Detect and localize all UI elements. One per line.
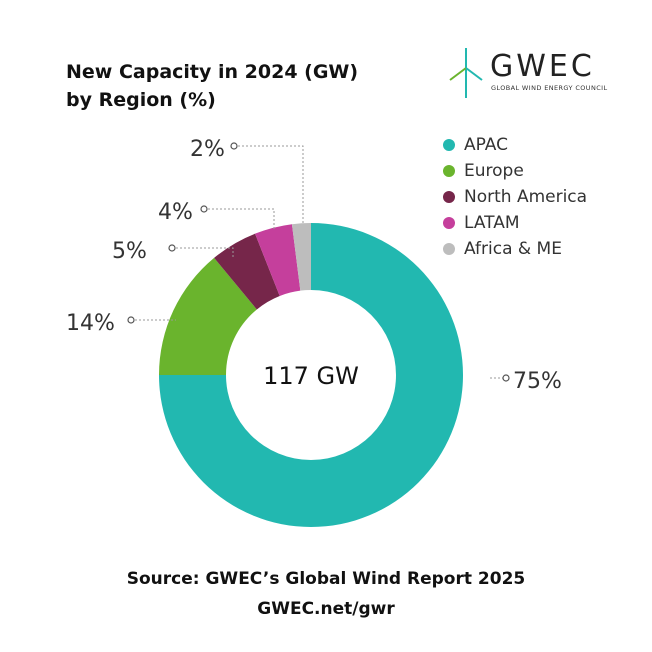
- center-total-label: 117 GW: [263, 362, 359, 390]
- data-label-apac: 75%: [513, 369, 562, 394]
- slice-latam: [255, 224, 301, 296]
- leader-dot-latam: [200, 205, 208, 213]
- legend-label-africa-and-me: Africa & ME: [464, 239, 562, 259]
- leader-line-latam: [204, 208, 275, 230]
- source-footer: Source: GWEC’s Global Wind Report 2025 G…: [0, 564, 652, 624]
- legend-label-apac: APAC: [464, 135, 508, 155]
- chart-title-block: New Capacity in 2024 (GW) by Region (%): [66, 58, 358, 114]
- legend-item-north-america: North America: [443, 184, 587, 210]
- legend-label-latam: LATAM: [464, 213, 520, 233]
- data-label-latam: 4%: [158, 200, 193, 225]
- logo-tagline: GLOBAL WIND ENERGY COUNCIL: [491, 84, 608, 92]
- legend-swatch-north-america: [443, 191, 455, 203]
- data-label-north-america: 5%: [112, 239, 147, 264]
- legend-swatch-europe: [443, 165, 455, 177]
- leader-dot-north-america: [168, 244, 176, 252]
- slice-europe: [159, 257, 257, 375]
- source-url: GWEC.net/gwr: [257, 599, 395, 619]
- logo-wordmark: GWEC: [490, 49, 595, 84]
- slice-apac: [159, 223, 463, 527]
- legend-item-apac: APAC: [443, 132, 587, 158]
- legend-item-europe: Europe: [443, 158, 587, 184]
- source-text: Source: GWEC’s Global Wind Report 2025: [126, 569, 526, 589]
- data-label-africa-and-me: 2%: [190, 137, 225, 162]
- chart-legend: APAC Europe North America LATAM Africa & ME: [443, 132, 587, 262]
- legend-label-europe: Europe: [464, 161, 524, 181]
- gwec-logo: GWEC GLOBAL WIND ENERGY COUNCIL: [446, 46, 616, 102]
- legend-item-latam: LATAM: [443, 210, 587, 236]
- legend-swatch-apac: [443, 139, 455, 151]
- legend-label-north-america: North America: [464, 187, 588, 207]
- data-label-europe: 14%: [66, 311, 115, 336]
- donut-chart: 75% 14% 5% 4% 2% 117 GW: [66, 137, 562, 527]
- leader-dot-apac: [502, 374, 510, 382]
- legend-swatch-africa-and-me: [443, 243, 455, 255]
- leader-dot-europe: [127, 316, 135, 324]
- legend-swatch-latam: [443, 217, 455, 229]
- wind-turbine-icon: [449, 48, 483, 98]
- leader-line-africa-and-me: [234, 145, 304, 225]
- leader-dot-africa-and-me: [230, 142, 238, 150]
- chart-title: New Capacity in 2024 (GW): [66, 61, 359, 83]
- legend-item-africa-and-me: Africa & ME: [443, 236, 587, 262]
- slice-africa-and-me: [291, 223, 311, 291]
- chart-subtitle: by Region (%): [66, 89, 216, 111]
- leader-line-north-america: [172, 247, 234, 258]
- slice-north-america: [214, 233, 280, 310]
